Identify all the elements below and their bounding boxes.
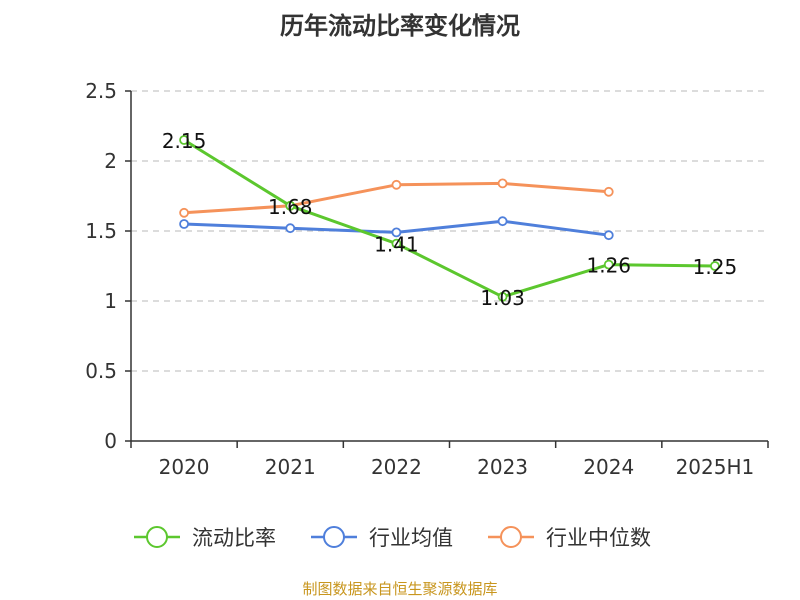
grid-lines <box>131 90 768 372</box>
data-point <box>391 179 402 190</box>
data-point <box>497 291 508 302</box>
data-point <box>497 178 508 189</box>
x-tick-label: 2021 <box>265 455 316 479</box>
data-label: 1.41 <box>374 233 419 257</box>
y-tick-label: 1 <box>104 289 117 313</box>
data-point <box>391 238 402 249</box>
x-tick-label: 2023 <box>477 455 528 479</box>
x-tick-label: 2020 <box>159 455 210 479</box>
y-tick-label: 0.5 <box>85 359 117 383</box>
data-point <box>285 200 296 211</box>
legend-label: 行业中位数 <box>546 526 651 550</box>
x-tick-label: 2025H1 <box>676 455 755 479</box>
data-point <box>603 186 614 197</box>
legend-label: 行业均值 <box>369 526 453 550</box>
data-point <box>497 216 508 227</box>
series-line-1 <box>183 138 715 299</box>
data-point <box>710 261 720 271</box>
y-tick-label: 2.5 <box>85 79 117 103</box>
x-tick-label: 2024 <box>583 455 634 479</box>
data-label: 2.15 <box>162 129 207 153</box>
series-lines <box>179 135 720 302</box>
data-point <box>179 207 189 218</box>
data-label: 1.03 <box>480 286 525 310</box>
data-labels: 2.15 1.68 1.41 1.03 1.26 1.25 <box>162 129 737 310</box>
legend-marker <box>146 526 168 548</box>
source-note: 制图数据来自恒生聚源数据库 <box>302 580 498 598</box>
data-label: 1.68 <box>268 195 313 219</box>
y-tick-label: 2 <box>104 149 117 173</box>
data-point <box>391 227 402 238</box>
legend: 流动比率 行业均值 行业中位数 <box>134 526 651 550</box>
data-point <box>603 259 614 270</box>
data-point <box>179 219 189 229</box>
data-point <box>285 223 296 234</box>
y-tick-label: 0 <box>104 429 117 453</box>
axes: 0 0.5 1 1.5 2 2.5 2020 2021 2022 2023 2024 2025H1 <box>85 79 769 479</box>
chart-title: 历年流动比率变化情况 <box>280 12 520 40</box>
legend-label: 流动比率 <box>192 526 276 550</box>
data-point <box>179 135 189 145</box>
data-label: 1.26 <box>586 254 631 278</box>
data-point <box>603 230 614 241</box>
legend-marker <box>500 526 522 548</box>
x-tick-label: 2022 <box>371 455 422 479</box>
y-tick-label: 1.5 <box>85 219 117 243</box>
data-label: 1.25 <box>693 255 738 279</box>
legend-marker <box>323 526 345 548</box>
